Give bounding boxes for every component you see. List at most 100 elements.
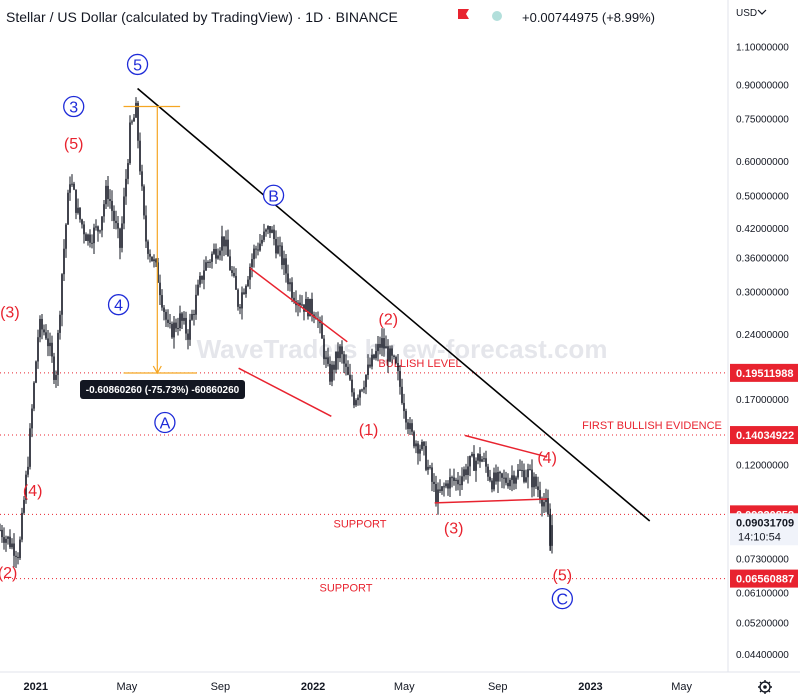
candle-body xyxy=(229,256,231,271)
candle-body xyxy=(85,234,87,241)
candle-body xyxy=(551,525,553,546)
candle-body xyxy=(127,163,129,179)
candle-body xyxy=(41,318,43,330)
candle-body xyxy=(395,356,397,363)
wave-circle-3 xyxy=(63,95,85,118)
candle-body xyxy=(237,289,239,307)
candle-body xyxy=(417,443,419,454)
candle-body xyxy=(29,428,31,467)
time-tick-label: May xyxy=(394,681,415,693)
alert-flag-icon[interactable] xyxy=(458,9,469,19)
channel-line[interactable] xyxy=(249,267,348,343)
candle-body xyxy=(407,422,409,430)
resistance-trendline[interactable] xyxy=(137,87,651,522)
candle-body xyxy=(259,243,261,251)
channel-line[interactable] xyxy=(464,434,548,458)
candle-body xyxy=(531,469,533,488)
candle-body xyxy=(287,273,289,285)
candle-body xyxy=(55,374,57,380)
price-tick-label: 0.36000000 xyxy=(736,253,789,264)
candle-body xyxy=(261,239,263,244)
candle-body xyxy=(173,322,175,338)
candle-body xyxy=(519,469,521,471)
candle-body xyxy=(131,121,133,123)
candle-body xyxy=(7,536,9,539)
candle-body xyxy=(323,338,325,360)
level-price-tag xyxy=(730,363,798,382)
candle-body xyxy=(93,227,95,244)
candle-body xyxy=(335,351,337,370)
candle-body xyxy=(413,431,415,447)
channel-line[interactable] xyxy=(238,367,332,417)
candle-body xyxy=(125,178,127,197)
candle-body xyxy=(411,423,413,432)
level-price-tag-text: 0.14034922 xyxy=(736,430,794,442)
candle-body xyxy=(217,255,219,259)
candle-body xyxy=(79,207,81,220)
candle-body xyxy=(499,472,501,474)
wave-label: (4) xyxy=(537,450,557,467)
currency-selector[interactable]: USD xyxy=(736,8,757,19)
level-label: SUPPORT xyxy=(334,518,387,530)
candle-body xyxy=(31,408,33,429)
candle-body xyxy=(241,292,243,309)
candle-body xyxy=(487,466,489,477)
wave-label-4: 4 xyxy=(114,298,123,315)
candle-body xyxy=(355,400,357,406)
candle-body xyxy=(451,477,453,479)
candle-body xyxy=(47,338,49,347)
candle-body xyxy=(527,469,529,478)
candle-body xyxy=(255,248,257,250)
price-tick-label: 0.07300000 xyxy=(736,554,789,565)
candle-body xyxy=(159,282,161,296)
price-tick-label: 0.05200000 xyxy=(736,618,789,629)
candle-body xyxy=(385,346,387,349)
candle-body xyxy=(247,279,249,286)
candle-body xyxy=(431,467,433,482)
candle-body xyxy=(325,357,327,360)
candle-body xyxy=(415,443,417,447)
candle-body xyxy=(471,453,473,456)
candle-body xyxy=(497,472,499,482)
candle-body xyxy=(387,346,389,362)
candle-body xyxy=(179,313,181,329)
candle-body xyxy=(227,239,229,257)
candle-body xyxy=(461,476,463,486)
candle-body xyxy=(469,455,471,467)
candle-body xyxy=(109,199,111,201)
candle-body xyxy=(429,466,431,468)
symbol-title: Stellar / US Dollar (calculated by Tradi… xyxy=(6,9,398,25)
candle-body xyxy=(345,363,347,367)
candle-body xyxy=(529,469,531,471)
candle-body xyxy=(403,402,405,412)
series-dot-icon xyxy=(492,11,502,21)
time-axis[interactable]: 2021 May Sep 2022 May Sep 2023 May xyxy=(23,681,692,693)
candle-body xyxy=(81,219,83,225)
candle-body xyxy=(363,387,365,390)
measure-arrow-icon xyxy=(152,365,162,375)
candle-body xyxy=(405,411,407,423)
candle-body xyxy=(279,245,281,247)
chevron-down-icon[interactable] xyxy=(757,9,767,15)
candle-body xyxy=(463,469,465,477)
candle-body xyxy=(91,242,93,244)
channel-line[interactable] xyxy=(434,498,548,504)
candle-body xyxy=(493,472,495,490)
candle-body xyxy=(507,482,509,487)
candle-body xyxy=(511,475,513,480)
candle-body xyxy=(443,486,445,488)
candle-body xyxy=(285,258,287,274)
candle-body xyxy=(133,117,135,122)
level-label: BULLISH LEVEL xyxy=(378,358,461,370)
candle-body xyxy=(201,275,203,280)
settings-gear-icon[interactable] xyxy=(758,680,772,694)
candle-body xyxy=(357,397,359,401)
candle-body xyxy=(23,499,25,513)
candle-body xyxy=(359,390,361,398)
wave-circle-5 xyxy=(126,53,149,76)
candle-body xyxy=(33,382,35,409)
candle-body xyxy=(299,302,301,306)
candle-body xyxy=(231,270,233,273)
candle-body xyxy=(421,441,423,450)
